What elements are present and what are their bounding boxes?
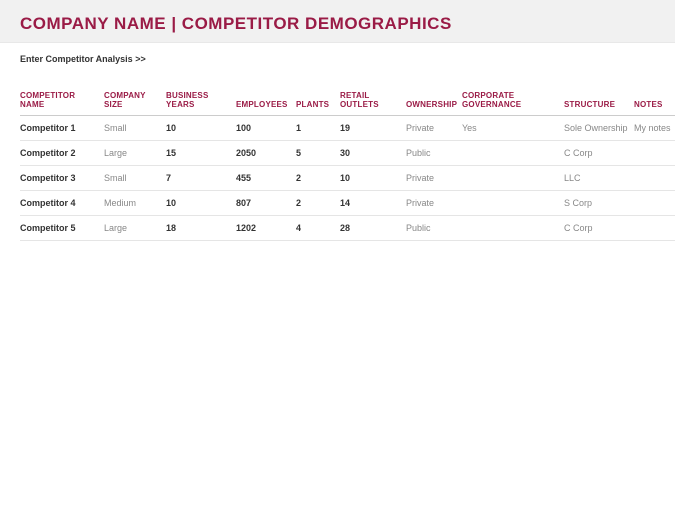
column-header-outlets: RETAIL OUTLETS [340,85,406,116]
header-band: COMPANY NAME | COMPETITOR DEMOGRAPHICS [0,0,675,43]
cell-name: Competitor 4 [20,191,104,216]
cell-structure: Sole Ownership [564,116,634,141]
cell-ownership: Public [406,216,462,241]
cell-employees: 807 [236,191,296,216]
table-container: COMPETITOR NAMECOMPANY SIZEBUSINESS YEAR… [0,77,675,241]
cell-ownership: Private [406,191,462,216]
cell-years: 10 [166,191,236,216]
table-row: Competitor 4Medium10807214Private S Corp [20,191,675,216]
table-row: Competitor 5Large181202428Public C Corp [20,216,675,241]
cell-size: Large [104,141,166,166]
table-row: Competitor 3Small7455210Private LLC [20,166,675,191]
table-body: Competitor 1Small10100119PrivateYesSole … [20,116,675,241]
cell-name: Competitor 1 [20,116,104,141]
cell-outlets: 14 [340,191,406,216]
table-header-row: COMPETITOR NAMECOMPANY SIZEBUSINESS YEAR… [20,85,675,116]
cell-structure: C Corp [564,216,634,241]
cell-size: Small [104,166,166,191]
column-header-structure: STRUCTURE [564,85,634,116]
cell-outlets: 28 [340,216,406,241]
column-header-ownership: OWNERSHIP [406,85,462,116]
cell-plants: 4 [296,216,340,241]
competitor-table: COMPETITOR NAMECOMPANY SIZEBUSINESS YEAR… [20,85,675,241]
cell-plants: 2 [296,166,340,191]
cell-outlets: 30 [340,141,406,166]
column-header-employees: EMPLOYEES [236,85,296,116]
cell-structure: LLC [564,166,634,191]
cell-years: 7 [166,166,236,191]
cell-plants: 1 [296,116,340,141]
page-title: COMPANY NAME | COMPETITOR DEMOGRAPHICS [20,14,655,34]
cell-structure: S Corp [564,191,634,216]
cell-outlets: 10 [340,166,406,191]
cell-employees: 100 [236,116,296,141]
column-header-plants: PLANTS [296,85,340,116]
cell-name: Competitor 3 [20,166,104,191]
cell-size: Small [104,116,166,141]
cell-ownership: Private [406,166,462,191]
cell-governance [462,191,564,216]
column-header-governance: CORPORATE GOVERNANCE [462,85,564,116]
cell-governance [462,166,564,191]
table-row: Competitor 1Small10100119PrivateYesSole … [20,116,675,141]
cell-notes [634,191,675,216]
column-header-notes: NOTES [634,85,675,116]
cell-years: 15 [166,141,236,166]
cell-employees: 2050 [236,141,296,166]
cell-name: Competitor 5 [20,216,104,241]
link-row: Enter Competitor Analysis >> [0,43,675,77]
cell-governance: Yes [462,116,564,141]
cell-notes [634,166,675,191]
column-header-name: COMPETITOR NAME [20,85,104,116]
cell-employees: 455 [236,166,296,191]
cell-outlets: 19 [340,116,406,141]
cell-notes [634,216,675,241]
cell-years: 10 [166,116,236,141]
cell-plants: 5 [296,141,340,166]
cell-plants: 2 [296,191,340,216]
table-row: Competitor 2Large152050530Public C Corp [20,141,675,166]
cell-structure: C Corp [564,141,634,166]
cell-governance [462,141,564,166]
cell-governance [462,216,564,241]
cell-ownership: Private [406,116,462,141]
table-header: COMPETITOR NAMECOMPANY SIZEBUSINESS YEAR… [20,85,675,116]
cell-notes: My notes [634,116,675,141]
column-header-size: COMPANY SIZE [104,85,166,116]
cell-notes [634,141,675,166]
cell-employees: 1202 [236,216,296,241]
column-header-years: BUSINESS YEARS [166,85,236,116]
cell-ownership: Public [406,141,462,166]
cell-size: Medium [104,191,166,216]
cell-years: 18 [166,216,236,241]
cell-size: Large [104,216,166,241]
cell-name: Competitor 2 [20,141,104,166]
enter-analysis-link[interactable]: Enter Competitor Analysis >> [20,54,146,64]
